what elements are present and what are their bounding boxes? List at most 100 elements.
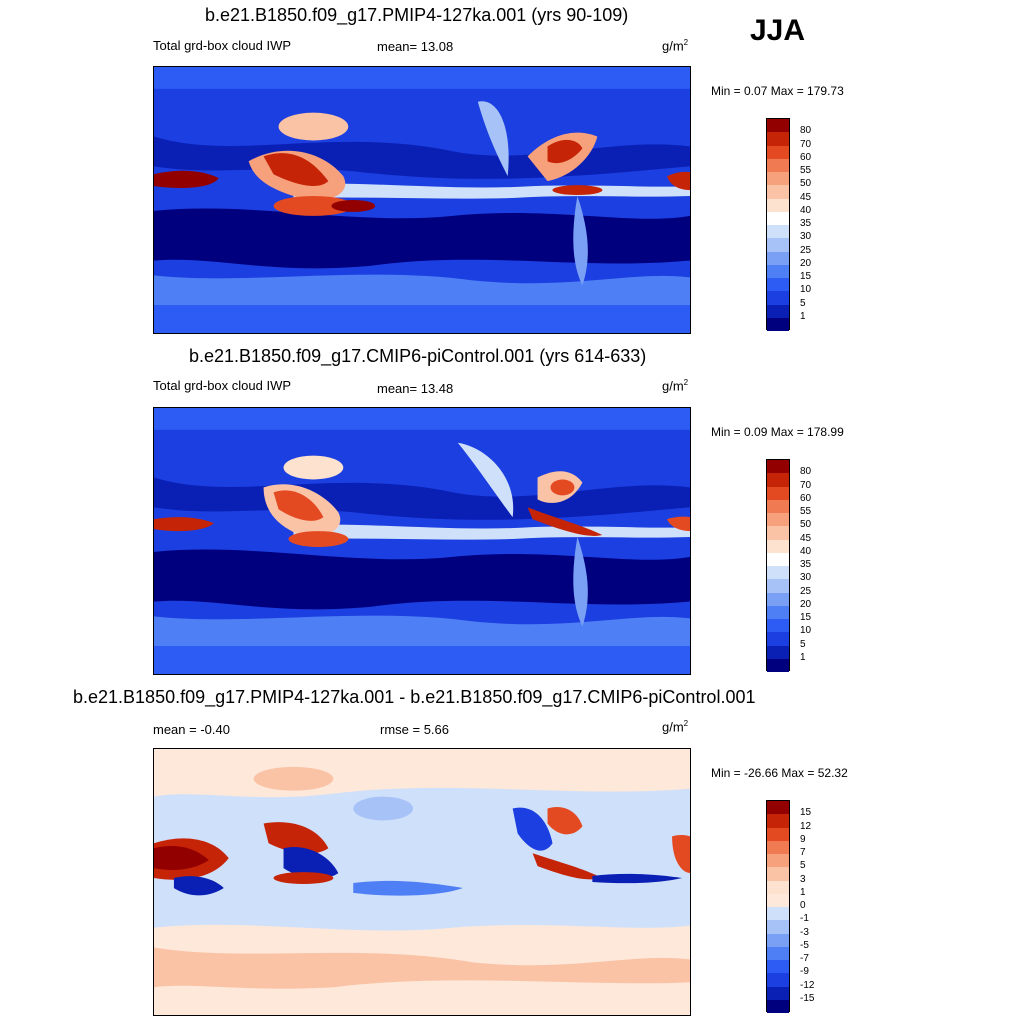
colorbar-swatch <box>767 238 789 252</box>
colorbar-swatch <box>767 854 789 868</box>
colorbar-swatch <box>767 317 789 331</box>
panel-1-variable-label: Total grd-box cloud IWP <box>153 38 292 53</box>
colorbar-swatch <box>767 920 789 934</box>
panel-3-field <box>154 749 690 1015</box>
colorbar-tick-label: 40 <box>800 545 812 557</box>
colorbar-swatch <box>767 632 789 646</box>
colorbar-tick-label: 12 <box>800 820 812 832</box>
colorbar-tick-label: -15 <box>800 992 815 1004</box>
panel-3-rmse-label: rmse = 5.66 <box>380 722 450 737</box>
colorbar-swatch <box>767 211 789 225</box>
colorbar-swatch <box>767 986 789 1000</box>
colorbar-swatch <box>767 999 789 1013</box>
colorbar-swatch <box>767 658 789 672</box>
colorbar-swatch <box>767 145 789 159</box>
panel-1-title: b.e21.B1850.f09_g17.PMIP4-127ka.001 (yrs… <box>205 5 629 25</box>
colorbar-tick-label: 80 <box>800 125 812 137</box>
colorbar-tick-label: 25 <box>800 244 812 256</box>
colorbar-swatch <box>767 592 789 606</box>
colorbar-swatch <box>767 814 789 828</box>
panel-2-mean-label: mean= 13.48 <box>377 381 454 396</box>
colorbar-swatch <box>767 605 789 619</box>
colorbar-swatch <box>767 539 789 553</box>
colorbar-tick-label: 30 <box>800 572 812 584</box>
colorbar-swatch <box>767 460 789 474</box>
colorbar-tick-label: -7 <box>800 953 809 964</box>
colorbar-tick-label: 0 <box>800 900 806 911</box>
colorbar-tick-label: 55 <box>800 506 812 517</box>
panel-1-map <box>153 66 691 334</box>
colorbar-tick-label: 1 <box>800 886 806 898</box>
colorbar-swatch <box>767 264 789 278</box>
colorbar-swatch <box>767 486 789 500</box>
colorbar-tick-label: 1 <box>800 310 806 322</box>
panel-1-field <box>154 67 690 333</box>
colorbar-swatch <box>767 526 789 540</box>
colorbar-swatch <box>767 619 789 633</box>
colorbar-swatch <box>767 251 789 265</box>
colorbar-swatch <box>767 893 789 907</box>
colorbar-swatch <box>767 960 789 974</box>
colorbar-swatch <box>767 119 789 133</box>
colorbar-tick-label: 9 <box>800 833 806 845</box>
colorbar-swatch <box>767 158 789 172</box>
panel-3-colorbar <box>766 800 790 1013</box>
colorbar-tick-label: 5 <box>800 297 806 309</box>
colorbar-tick-label: 35 <box>800 218 812 229</box>
colorbar-swatch <box>767 132 789 146</box>
panel-2-colorbar <box>766 459 790 672</box>
panel-1-units: g/m2 <box>662 38 689 54</box>
panel-1-colorbar <box>766 118 790 331</box>
colorbar-tick-label: 5 <box>800 638 806 650</box>
colorbar-tick-label: 10 <box>800 625 812 637</box>
panel-2-variable-label: Total grd-box cloud IWP <box>153 378 292 393</box>
colorbar-swatch <box>767 473 789 487</box>
colorbar-tick-label: 80 <box>800 466 812 478</box>
colorbar-tick-label: 60 <box>800 151 812 163</box>
panel-2-title: b.e21.B1850.f09_g17.CMIP6-piControl.001 … <box>189 346 647 366</box>
panel-2-units: g/m2 <box>662 378 689 394</box>
colorbar-tick-label: 70 <box>800 138 812 150</box>
colorbar-tick-label: 25 <box>800 585 812 597</box>
colorbar-swatch <box>767 552 789 566</box>
panel-2-map <box>153 407 691 675</box>
colorbar-tick-label: 45 <box>800 532 812 544</box>
panel-1-minmax: Min = 0.07 Max = 179.73 <box>711 84 844 98</box>
colorbar-swatch <box>767 304 789 318</box>
colorbar-swatch <box>767 867 789 881</box>
colorbar-swatch <box>767 973 789 987</box>
colorbar-tick-label: 60 <box>800 492 812 504</box>
panel-2-minmax: Min = 0.09 Max = 178.99 <box>711 425 844 439</box>
colorbar-tick-label: 7 <box>800 847 806 858</box>
colorbar-tick-label: -12 <box>800 979 815 991</box>
colorbar-swatch <box>767 225 789 239</box>
colorbar-tick-label: 15 <box>800 807 812 819</box>
colorbar-tick-label: 15 <box>800 271 812 282</box>
colorbar-tick-label: 40 <box>800 204 812 216</box>
colorbar-swatch <box>767 827 789 841</box>
colorbar-tick-label: -1 <box>800 913 809 925</box>
colorbar-swatch <box>767 880 789 894</box>
panel-3-minmax: Min = -26.66 Max = 52.32 <box>711 766 848 780</box>
colorbar-swatch <box>767 172 789 186</box>
season-label: JJA <box>750 14 806 47</box>
colorbar-swatch <box>767 185 789 199</box>
colorbar-tick-label: 5 <box>800 860 806 872</box>
colorbar-tick-label: 55 <box>800 165 812 176</box>
panel-2-field <box>154 408 690 674</box>
panel-3-title: b.e21.B1850.f09_g17.PMIP4-127ka.001 - b.… <box>73 687 756 707</box>
colorbar-tick-label: 45 <box>800 191 812 203</box>
colorbar-tick-label: 3 <box>800 873 806 885</box>
panel-3-map <box>153 748 691 1016</box>
colorbar-tick-label: -9 <box>800 966 809 978</box>
colorbar-swatch <box>767 291 789 305</box>
colorbar-swatch <box>767 566 789 580</box>
colorbar-swatch <box>767 933 789 947</box>
colorbar-swatch <box>767 840 789 854</box>
colorbar-swatch <box>767 278 789 292</box>
colorbar-swatch <box>767 579 789 593</box>
colorbar-tick-label: -5 <box>800 939 809 951</box>
colorbar-tick-label: 50 <box>800 519 812 531</box>
colorbar-swatch <box>767 499 789 513</box>
colorbar-tick-label: -3 <box>800 926 809 938</box>
